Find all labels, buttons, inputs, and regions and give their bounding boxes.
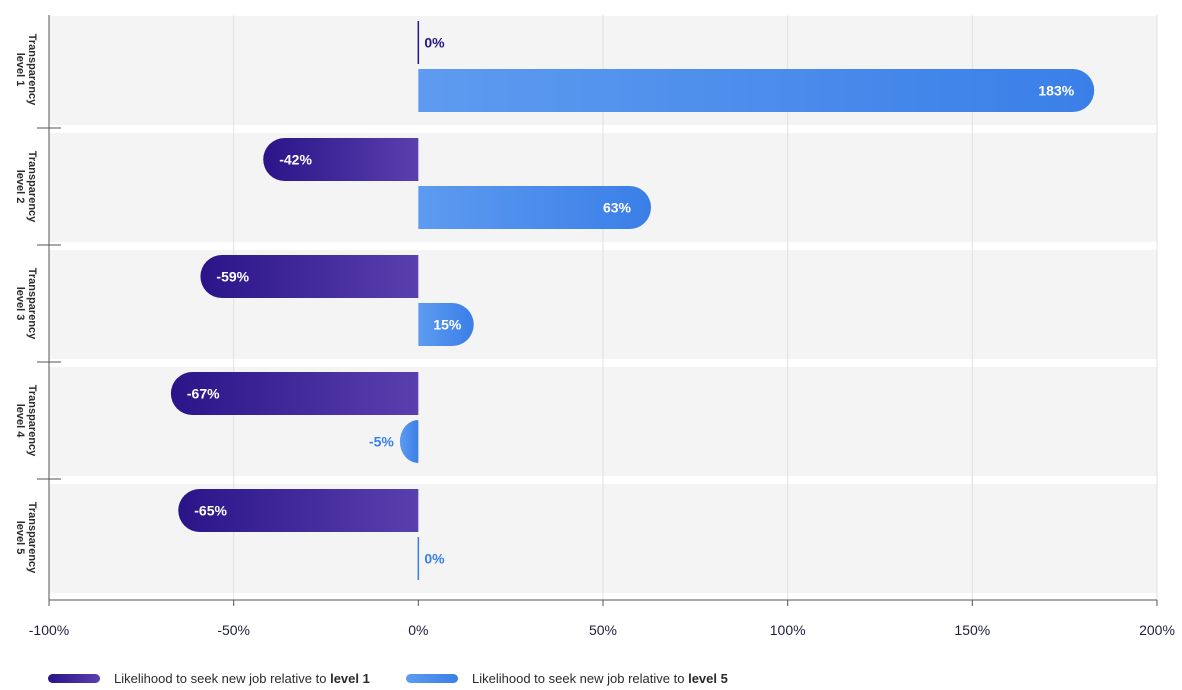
bar-value-label: -59%: [216, 269, 249, 285]
svg-text:Transparencylevel 5: Transparencylevel 5: [14, 502, 38, 574]
x-tick-label: 150%: [954, 622, 990, 638]
bar: [200, 255, 419, 298]
bar-value-label: 183%: [1038, 83, 1074, 99]
bar-value-label: 15%: [433, 317, 462, 333]
bar: [417, 21, 420, 64]
x-tick-label: 100%: [770, 622, 806, 638]
bar-value-label: 63%: [603, 200, 632, 216]
x-tick-label: 0%: [408, 622, 428, 638]
bar-value-label: -67%: [187, 386, 220, 402]
svg-text:Transparencylevel 2: Transparencylevel 2: [14, 151, 38, 223]
category-label: Transparencylevel 4: [14, 385, 38, 457]
category-label: Transparencylevel 1: [14, 34, 38, 106]
x-tick-labels: -100% -50% 0% 50% 100% 150% 200%: [29, 622, 1175, 638]
bar-value-label: 0%: [424, 551, 445, 567]
x-tick-label: 50%: [589, 622, 617, 638]
legend-swatch: [406, 674, 458, 683]
bar-value-label: -42%: [279, 152, 312, 168]
bar-value-label: -5%: [369, 434, 394, 450]
category-label: Transparencylevel 3: [14, 268, 38, 340]
bar: [418, 186, 652, 229]
legend-swatch: [48, 674, 100, 683]
legend: Likelihood to seek new job relative to l…: [48, 671, 728, 686]
legend-label: Likelihood to seek new job relative to l…: [472, 671, 728, 686]
legend-label: Likelihood to seek new job relative to l…: [114, 671, 370, 686]
x-tick-label: 200%: [1139, 622, 1175, 638]
bar-value-label: 0%: [424, 35, 445, 51]
legend-item: Likelihood to seek new job relative to l…: [406, 671, 728, 686]
x-tick-label: -100%: [29, 622, 69, 638]
bars: 0% -42% -59% -67% -65% 183% 63% 15% -5% 0%: [170, 21, 1095, 580]
bar: [178, 489, 419, 532]
svg-text:Transparencylevel 1: Transparencylevel 1: [14, 34, 38, 106]
category-label: Transparencylevel 5: [14, 502, 38, 574]
category-labels: Transparencylevel 1 Transparencylevel 2 Tr…: [14, 34, 38, 574]
bar: [417, 537, 420, 580]
bar: [263, 138, 419, 181]
legend-item: Likelihood to seek new job relative to l…: [48, 671, 370, 686]
category-label: Transparencylevel 2: [14, 151, 38, 223]
bar: [170, 372, 419, 415]
bar: [418, 69, 1095, 112]
x-tick-label: -50%: [217, 622, 250, 638]
bar: [418, 303, 474, 346]
bar-value-label: -65%: [194, 503, 227, 519]
axes: [37, 15, 1158, 606]
svg-text:Transparencylevel 3: Transparencylevel 3: [14, 268, 38, 340]
svg-text:Transparencylevel 4: Transparencylevel 4: [14, 385, 38, 457]
bar: [399, 420, 419, 463]
